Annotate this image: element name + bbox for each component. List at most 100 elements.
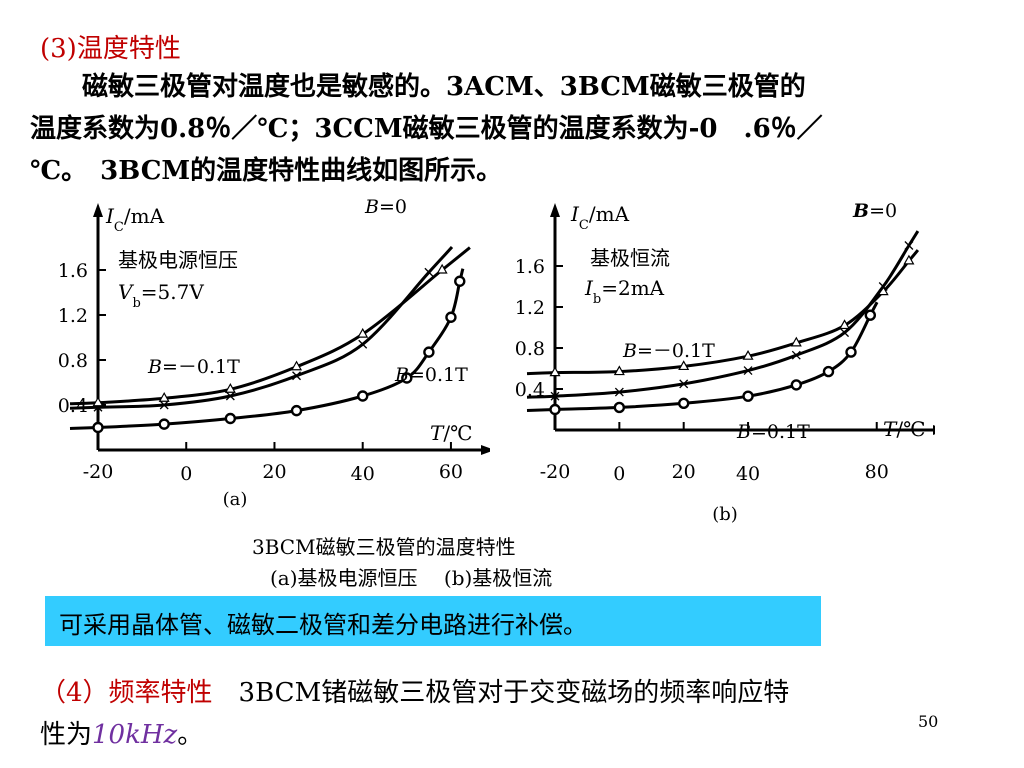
series-line	[69, 246, 471, 406]
y-axis-arrow	[93, 203, 103, 217]
data-point-cross	[358, 339, 368, 349]
section-frequency: （4）频率特性 3BCM锗磁敏三极管对于交变磁场的频率响应特	[40, 672, 789, 709]
page-number: 50	[918, 712, 939, 731]
x-tick-label: 60	[439, 461, 463, 483]
data-point-triangle	[790, 336, 802, 347]
series-triangle	[526, 249, 920, 377]
data-point-circle	[845, 346, 857, 358]
x-tick-label: 40	[351, 463, 375, 485]
data-point-cross	[679, 379, 689, 389]
series-line	[526, 249, 920, 376]
section-heading-temperature: (3)温度特性	[40, 34, 181, 64]
data-point-triangle	[839, 319, 851, 330]
data-point-triangle	[903, 254, 915, 265]
frequency-text-2: 性为	[40, 720, 93, 750]
x-axis-label: T/℃	[430, 421, 472, 445]
data-point-circle	[790, 379, 803, 391]
data-point-triangle	[549, 366, 561, 377]
data-point-circle	[677, 397, 690, 410]
series-label-b0: B=0	[364, 196, 407, 218]
x-tick-label: 20	[262, 461, 286, 483]
frequency-value: 10kHz	[92, 720, 178, 750]
series-circle	[526, 301, 879, 416]
data-point-triangle	[742, 349, 754, 360]
data-point-triangle	[357, 327, 369, 338]
y-tick-label: 1.6	[515, 256, 545, 278]
panel-label: (a)	[223, 489, 248, 510]
x-axis-arrow	[481, 445, 490, 455]
chart-b: 0.40.81.21.6-20 0 20 40 80IC/mAT/℃基极恒流Ib=2mA…	[515, 200, 935, 525]
data-point-triangle	[92, 396, 104, 407]
section-frequency-line2: 性为10kHz。	[40, 714, 203, 751]
x-axis-label: T/℃	[883, 417, 925, 441]
y-tick-label: 0.8	[515, 338, 545, 360]
series-line	[69, 268, 465, 430]
data-point-circle	[224, 412, 237, 425]
data-point-triangle	[613, 365, 625, 376]
x-tick-label: 20	[672, 461, 696, 483]
data-point-cross	[424, 267, 434, 277]
series-label-bpos: B=0.1T	[394, 364, 468, 386]
series-label-b0: B=0	[852, 200, 897, 222]
y-axis-label: IC/mA	[105, 204, 165, 235]
data-point-circle	[290, 404, 303, 417]
compensation-note-text: 可采用晶体管、磁敏二极管和差分电路进行补偿。	[59, 611, 587, 639]
figure-caption-subtitle: (a)基极电源恒压 (b)基极恒流	[270, 566, 553, 590]
series-label-bneg: B=－0.1T	[622, 340, 715, 362]
y-tick-label: 0.8	[58, 350, 88, 372]
frequency-text: 3BCM锗磁敏三极管对于交变磁场的频率响应特	[212, 678, 790, 708]
data-point-cross	[614, 387, 624, 397]
data-point-circle	[445, 311, 457, 323]
data-point-cross	[840, 328, 850, 338]
condition-label: 基极电源恒压	[118, 248, 238, 272]
y-axis-arrow	[550, 203, 560, 217]
series-line	[69, 246, 454, 410]
data-point-cross	[878, 282, 888, 291]
y-tick-label: 1.6	[58, 260, 88, 282]
series-line	[526, 230, 920, 399]
data-point-circle	[864, 309, 877, 321]
data-point-triangle	[224, 383, 236, 393]
intro-paragraph: 磁敏三极管对温度也是敏感的。3ACM、3BCM磁敏三极管的 温度系数为0.8％／…	[30, 66, 1005, 192]
data-point-circle	[613, 401, 626, 414]
x-tick-label: -20	[83, 461, 114, 483]
series-label-bpos: B=0.1T	[736, 421, 810, 443]
data-point-triangle	[291, 360, 303, 371]
data-point-cross	[743, 366, 753, 376]
series-line	[526, 301, 879, 412]
condition-value-label: Ib=2mA	[584, 276, 665, 307]
frequency-tail: 。	[177, 720, 204, 750]
data-point-circle	[357, 390, 369, 402]
condition-value-label: Vb=5.7V	[118, 280, 204, 311]
series-triangle	[69, 246, 471, 407]
data-point-circle	[549, 403, 561, 416]
x-tick-label: 0	[180, 463, 192, 485]
series-label-bneg: B=－0.1T	[147, 356, 240, 378]
axes: 0.40.81.21.6-20 0 20 40 80	[515, 203, 935, 485]
data-point-cross	[904, 241, 914, 250]
compensation-note-box: 可采用晶体管、磁敏二极管和差分电路进行补偿。	[45, 596, 821, 646]
y-tick-label: 0.4	[58, 395, 88, 417]
x-tick-label: 0	[613, 463, 625, 485]
axes: 0.4 0.8 1.2 1.6 -20 0 20 40 60	[58, 203, 490, 485]
section-heading-frequency: （4）频率特性	[40, 678, 213, 708]
data-point-circle	[92, 421, 104, 434]
panel-label: (b)	[712, 504, 738, 525]
data-point-circle	[822, 365, 835, 378]
paragraph-line-1: 磁敏三极管对温度也是敏感的。3ACM、3BCM磁敏三极管的	[30, 72, 806, 102]
data-point-circle	[742, 390, 754, 402]
data-point-triangle	[678, 360, 690, 371]
data-point-cross	[159, 400, 169, 410]
x-axis-arrow	[933, 425, 935, 435]
data-point-circle	[454, 275, 466, 287]
paragraph-line-2: 温度系数为0.8％／℃；3CCM磁敏三极管的温度系数为-0 .6％／	[30, 114, 823, 144]
condition-label: 基极恒流	[590, 246, 670, 270]
data-point-circle	[158, 418, 170, 430]
paragraph-line-3: ℃。 3BCM的温度特性曲线如图所示。	[30, 156, 503, 186]
x-tick-label: 80	[865, 461, 889, 483]
data-point-cross	[292, 371, 301, 381]
figure-caption-title: 3BCM磁敏三极管的温度特性	[252, 535, 516, 559]
data-point-cross	[791, 350, 801, 360]
data-point-triangle	[158, 392, 170, 402]
y-tick-label: 1.2	[515, 297, 545, 319]
